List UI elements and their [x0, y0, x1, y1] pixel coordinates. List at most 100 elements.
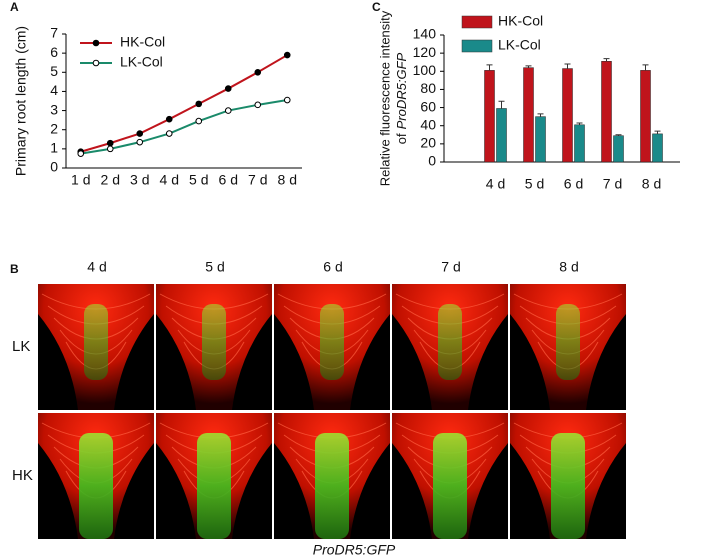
panel-label: A [10, 0, 19, 14]
y-tick-label: 6 [50, 44, 58, 60]
series-line [80, 54, 288, 153]
micrograph [38, 284, 154, 410]
point [254, 101, 262, 109]
point [77, 150, 85, 157]
x-tick-label: 6 d [219, 172, 238, 188]
y-tick-label: 140 [413, 26, 437, 42]
bar [523, 67, 534, 163]
column-label: 8 d [559, 259, 578, 275]
point [136, 138, 144, 146]
bar [484, 70, 495, 163]
row-label: HK [12, 467, 33, 484]
x-tick-label: 4 d [486, 176, 505, 192]
y-tick-label: 0 [50, 159, 58, 175]
gfp-signal [197, 433, 231, 539]
caption: ProDR5:GFP [313, 542, 396, 558]
bar [640, 70, 651, 163]
column-label: 6 d [323, 259, 342, 275]
y-tick-label: 120 [413, 44, 437, 60]
micrograph [510, 284, 626, 410]
legend-label: HK-Col [120, 34, 165, 50]
point [106, 139, 114, 147]
error-bar [486, 64, 493, 71]
gfp-signal [202, 304, 226, 380]
error-bar [498, 100, 505, 109]
bar [613, 135, 624, 163]
panel-label: B [10, 262, 19, 276]
error-bar [642, 64, 649, 71]
micrograph [392, 284, 508, 410]
micrograph [38, 413, 154, 539]
panel-label: C [372, 0, 381, 14]
point [224, 107, 232, 114]
x-tick-label: 1 d [71, 172, 90, 188]
y-tick-label: 5 [50, 63, 58, 79]
x-tick-label: 5 d [189, 172, 208, 188]
legend-label: LK-Col [498, 37, 541, 53]
bar [562, 68, 573, 163]
y-tick-label: 0 [428, 153, 436, 169]
error-bar [537, 113, 544, 117]
y-axis-label: Relative fluorescence intensity [377, 10, 392, 186]
x-tick-label: 2 d [101, 172, 120, 188]
point [254, 68, 262, 76]
bar [652, 133, 663, 163]
gfp-signal [79, 433, 113, 539]
gfp-signal [438, 304, 462, 380]
y-axis-label: Primary root length (cm) [13, 26, 29, 176]
y-tick-label: 3 [50, 101, 58, 117]
legend-label: HK-Col [498, 13, 543, 29]
x-tick-label: 7 d [603, 176, 622, 192]
x-tick-label: 6 d [564, 176, 583, 192]
y-tick-label: 2 [50, 120, 58, 136]
column-label: 4 d [87, 259, 106, 275]
micrograph [392, 413, 508, 539]
x-tick-label: 8 d [642, 176, 661, 192]
y-tick-label: 80 [420, 80, 436, 96]
legend-swatch [461, 39, 493, 53]
micrograph [274, 284, 390, 410]
error-bar [603, 58, 610, 62]
point [165, 115, 173, 123]
x-tick-label: 4 d [160, 172, 179, 188]
scale-bar [632, 522, 642, 525]
y-tick-label: 60 [420, 98, 436, 114]
error-bar [615, 134, 622, 136]
x-tick-label: 8 d [278, 172, 297, 188]
legend-marker [92, 39, 100, 47]
gfp-signal [84, 304, 108, 380]
bar [574, 124, 585, 163]
legend-marker [92, 59, 100, 67]
error-bar [564, 63, 571, 69]
gfp-signal [315, 433, 349, 539]
point [165, 130, 173, 137]
point [224, 85, 232, 92]
y-tick-label: 4 [50, 82, 58, 98]
micrograph [156, 413, 272, 539]
y-axis-label-part: ProDR5:GFP [394, 52, 409, 129]
x-tick-label: 5 d [525, 176, 544, 192]
error-bar [576, 122, 583, 125]
error-bar [654, 130, 661, 134]
micrograph [156, 284, 272, 410]
gfp-signal [320, 304, 344, 380]
series-line [80, 99, 288, 155]
point [106, 145, 114, 153]
column-label: 5 d [205, 259, 224, 275]
micrograph [510, 413, 626, 539]
bar [535, 116, 546, 163]
error-bar [525, 65, 532, 68]
y-tick-label: 40 [420, 116, 436, 132]
point [195, 100, 203, 108]
gfp-signal [551, 433, 585, 539]
legend-label: LK-Col [120, 54, 163, 70]
gfp-signal [556, 304, 580, 380]
y-axis-label-part: of [394, 133, 409, 144]
row-label: LK [12, 338, 30, 355]
bar [496, 108, 507, 163]
point [136, 130, 144, 137]
column-label: 7 d [441, 259, 460, 275]
point [283, 51, 291, 59]
